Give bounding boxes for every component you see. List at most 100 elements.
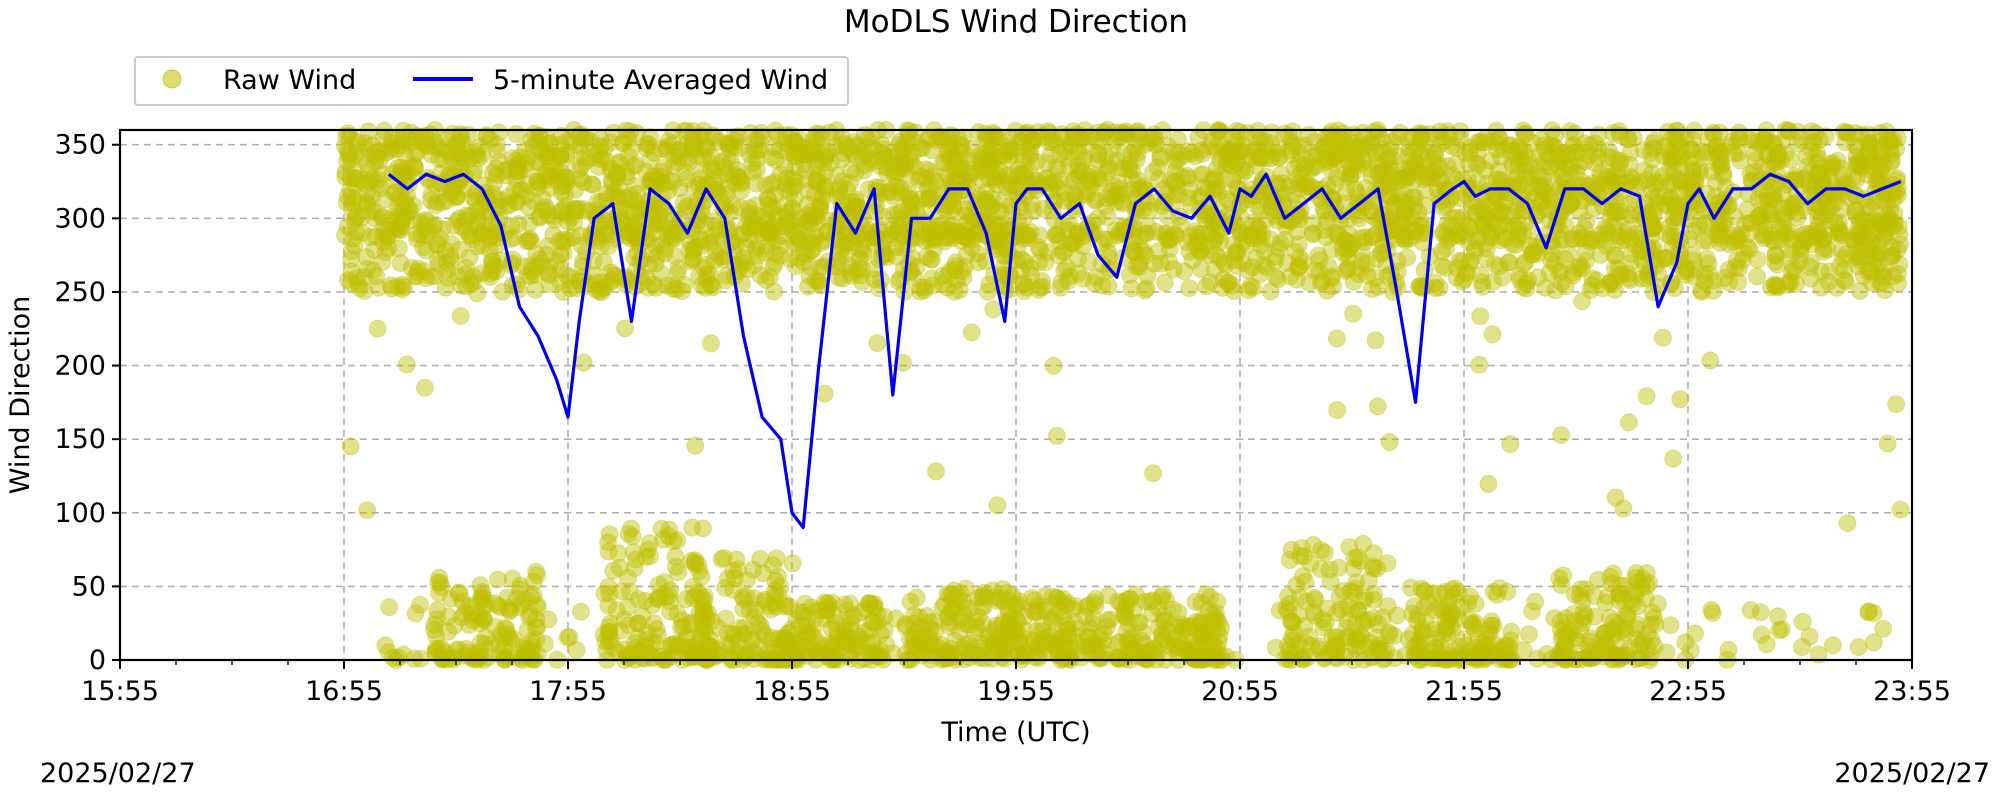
raw-wind-point [1029, 280, 1048, 299]
raw-wind-point [1726, 225, 1745, 244]
raw-wind-point [1423, 150, 1442, 168]
raw-wind-point [1471, 307, 1490, 326]
raw-wind-point [1285, 623, 1304, 642]
raw-wind-point [1474, 203, 1493, 222]
raw-wind-point [1468, 133, 1487, 152]
raw-wind-point [651, 647, 670, 666]
raw-wind-point [615, 610, 634, 629]
raw-wind-point [794, 145, 813, 164]
raw-wind-point [747, 206, 765, 225]
raw-wind-point [1846, 136, 1865, 155]
raw-wind-point [924, 230, 943, 249]
raw-wind-point [1403, 604, 1422, 623]
raw-wind-point [922, 141, 941, 160]
raw-wind-point [495, 648, 514, 667]
raw-wind-point [1601, 207, 1620, 226]
raw-wind-point [1492, 203, 1511, 222]
raw-wind-point [1366, 268, 1385, 287]
raw-wind-point [1186, 147, 1204, 166]
raw-wind-point [853, 147, 872, 166]
raw-wind-point [397, 163, 416, 182]
raw-wind-point [654, 158, 673, 177]
raw-wind-point [470, 614, 489, 633]
raw-wind-point [1069, 161, 1088, 180]
raw-wind-point [785, 147, 804, 166]
raw-wind-point [1248, 218, 1267, 237]
raw-wind-point [511, 148, 530, 167]
raw-wind-point [1556, 609, 1575, 628]
raw-wind-point [1730, 123, 1749, 142]
raw-wind-point [1882, 151, 1901, 170]
raw-wind-point [1682, 139, 1701, 158]
raw-wind-point [599, 596, 618, 615]
raw-wind-point [861, 149, 880, 168]
raw-wind-point [468, 284, 487, 303]
raw-wind-point [364, 145, 383, 164]
raw-wind-point [1182, 144, 1201, 163]
raw-wind-point [483, 164, 502, 183]
raw-wind-point [552, 201, 571, 220]
raw-wind-point [639, 278, 658, 297]
raw-wind-point [489, 570, 507, 589]
raw-wind-point [1146, 640, 1165, 659]
raw-wind-point [1345, 549, 1364, 568]
raw-wind-point [1282, 133, 1301, 152]
raw-wind-point [647, 170, 666, 189]
raw-wind-point [1750, 206, 1769, 225]
raw-wind-point [1239, 281, 1258, 300]
raw-wind-point [1498, 649, 1517, 668]
raw-wind-point [1748, 267, 1766, 286]
raw-wind-point [1509, 221, 1528, 240]
raw-wind-point [1061, 267, 1080, 286]
raw-wind-point [1105, 131, 1124, 150]
raw-wind-point [1098, 208, 1117, 226]
raw-wind-point [1217, 647, 1236, 666]
raw-wind-point [1089, 151, 1108, 170]
y-tick-label: 50 [72, 571, 106, 602]
y-tick-label: 0 [89, 645, 106, 676]
raw-wind-point [1051, 144, 1070, 163]
raw-wind-point [1475, 218, 1494, 237]
raw-wind-point [466, 142, 485, 161]
raw-wind-point [1108, 648, 1127, 667]
raw-wind-point [1805, 228, 1824, 247]
raw-wind-point [491, 191, 510, 210]
raw-wind-point [1039, 122, 1058, 141]
raw-wind-point [1000, 613, 1019, 632]
raw-wind-point [1806, 222, 1825, 241]
raw-wind-point [1562, 194, 1580, 213]
raw-wind-point [1621, 228, 1640, 247]
raw-wind-point [386, 220, 405, 239]
raw-wind-point [1464, 219, 1483, 238]
raw-wind-point [1534, 157, 1553, 176]
raw-wind-point [746, 600, 765, 619]
raw-wind-point [1822, 157, 1841, 176]
raw-wind-point [1812, 278, 1831, 297]
raw-wind-point [798, 195, 817, 214]
raw-wind-point [1721, 136, 1740, 155]
raw-wind-point [1174, 146, 1193, 165]
raw-wind-point [1079, 252, 1098, 271]
raw-wind-point [1313, 610, 1332, 629]
raw-wind-point [1681, 641, 1700, 660]
raw-wind-point [741, 124, 760, 143]
raw-wind-point [590, 141, 609, 159]
raw-wind-point [405, 158, 424, 177]
raw-wind-point [1128, 171, 1147, 190]
raw-wind-point [1168, 130, 1187, 149]
raw-wind-point [834, 628, 852, 647]
raw-wind-point [1405, 140, 1424, 159]
raw-wind-point [571, 226, 590, 245]
raw-wind-point [1152, 254, 1170, 273]
legend-marker-raw-wind [162, 69, 182, 89]
raw-wind-point [1397, 170, 1416, 189]
raw-wind-point [1503, 156, 1522, 175]
raw-wind-point [740, 219, 759, 237]
raw-wind-point [759, 190, 778, 209]
raw-wind-point [945, 147, 964, 166]
raw-wind-point [508, 156, 527, 175]
raw-wind-point [1123, 161, 1141, 180]
raw-wind-point [1766, 148, 1785, 167]
raw-wind-point [468, 237, 487, 256]
raw-wind-point [745, 140, 764, 159]
